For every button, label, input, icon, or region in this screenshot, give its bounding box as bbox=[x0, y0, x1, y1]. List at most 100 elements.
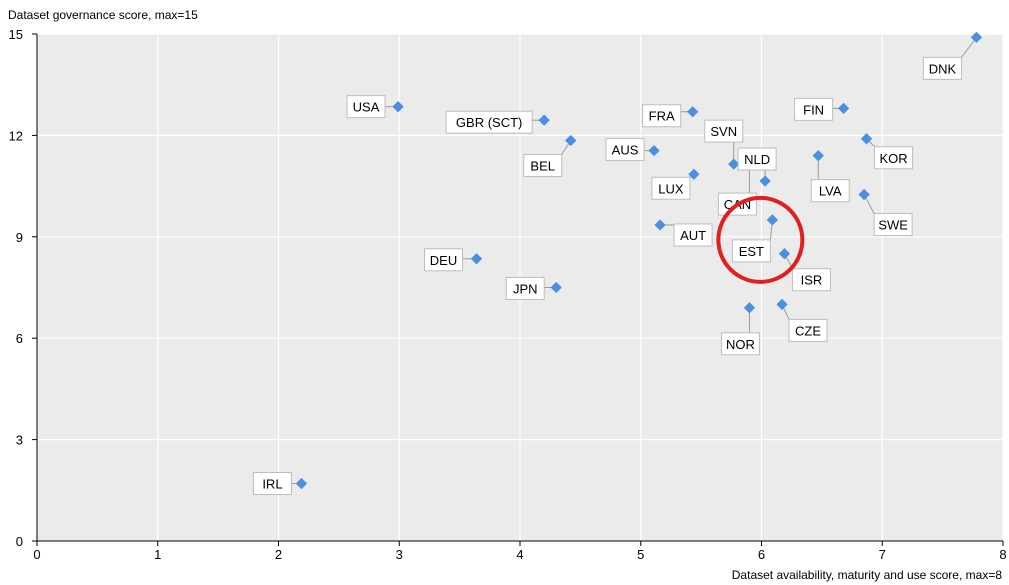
data-point bbox=[970, 31, 983, 44]
point-label: USA bbox=[346, 95, 386, 119]
point-label: NOR bbox=[720, 332, 760, 356]
point-label-text: JPN bbox=[513, 282, 538, 297]
data-point bbox=[766, 214, 779, 226]
point-label: FRA bbox=[642, 104, 682, 128]
point-label-text: DNK bbox=[929, 61, 957, 76]
point-label-box bbox=[605, 138, 645, 162]
x-axis-title: Dataset availability, maturity and use s… bbox=[732, 568, 1003, 582]
point-label-text: FIN bbox=[803, 102, 824, 117]
point-label-box bbox=[642, 104, 682, 128]
y-tick-label: 6 bbox=[16, 331, 23, 346]
point-label-text: CZE bbox=[795, 323, 821, 338]
data-point bbox=[858, 188, 870, 201]
point-label-box bbox=[252, 472, 292, 496]
grid bbox=[37, 33, 1004, 541]
x-tick-label: 7 bbox=[879, 547, 886, 562]
x-tick-label: 0 bbox=[33, 547, 40, 562]
point-label-text: KOR bbox=[879, 151, 907, 166]
point-label: IRL bbox=[252, 472, 292, 496]
point-label: EST bbox=[731, 239, 771, 263]
point-label-text: NOR bbox=[726, 337, 755, 352]
data-point bbox=[743, 302, 756, 314]
point-label-box bbox=[922, 56, 962, 80]
point-label-box bbox=[788, 318, 828, 342]
highlight-circle bbox=[716, 195, 805, 284]
point-label-box bbox=[737, 147, 777, 171]
point-label-text: LVA bbox=[819, 184, 842, 199]
data-point bbox=[860, 133, 873, 145]
point-label-text: GBR (SCT) bbox=[456, 115, 522, 130]
point-label-box bbox=[424, 248, 464, 272]
point-label-text: LUX bbox=[658, 181, 684, 196]
point-label-text: EST bbox=[739, 244, 764, 259]
point-label: SWE bbox=[873, 213, 913, 237]
y-axis-title: Dataset governance score, max=15 bbox=[8, 8, 198, 22]
point-label-box bbox=[704, 119, 744, 143]
leader-line bbox=[961, 37, 977, 58]
y-tick-label: 12 bbox=[9, 128, 23, 143]
point-label-box bbox=[673, 223, 713, 247]
data-point bbox=[565, 134, 577, 147]
point-label: ISR bbox=[791, 268, 831, 292]
data-point bbox=[295, 477, 308, 490]
point-label-text: SVN bbox=[710, 124, 737, 139]
point-label-box bbox=[873, 213, 913, 237]
y-tick-label: 15 bbox=[9, 27, 23, 42]
point-label-box bbox=[505, 277, 545, 300]
point-label-box bbox=[445, 110, 533, 134]
point-label-text: FRA bbox=[649, 109, 675, 124]
data-point bbox=[776, 298, 788, 311]
point-label-box bbox=[874, 146, 914, 170]
point-label-box bbox=[720, 332, 760, 356]
point-label-text: BEL bbox=[530, 158, 555, 173]
point-label: JPN bbox=[505, 277, 545, 300]
point-label: FIN bbox=[794, 97, 834, 121]
highlight bbox=[716, 195, 805, 284]
point-label-box bbox=[810, 179, 850, 203]
point-label-text: DEU bbox=[430, 253, 457, 268]
point-label-box bbox=[346, 95, 386, 119]
point-label-text: ISR bbox=[801, 273, 823, 288]
y-tick-label: 3 bbox=[16, 433, 23, 448]
point-label-box bbox=[794, 97, 834, 121]
y-tick-label: 9 bbox=[16, 230, 23, 245]
x-tick-label: 3 bbox=[396, 547, 403, 562]
point-label: AUS bbox=[605, 138, 645, 162]
point-label-box bbox=[651, 176, 691, 200]
data-point bbox=[759, 175, 771, 187]
data-point bbox=[812, 150, 824, 162]
point-label-text: USA bbox=[353, 100, 380, 115]
x-tick-label: 6 bbox=[758, 547, 765, 562]
data-point bbox=[654, 219, 666, 231]
point-label: DNK bbox=[922, 56, 962, 80]
data-point bbox=[778, 248, 791, 260]
data-point bbox=[648, 144, 660, 157]
x-tick-label: 1 bbox=[154, 547, 161, 562]
x-tick-label: 8 bbox=[999, 547, 1006, 562]
point-label: DEU bbox=[424, 248, 464, 272]
point-label: BEL bbox=[523, 153, 563, 177]
data-point bbox=[550, 281, 562, 294]
point-label-text: AUS bbox=[612, 143, 639, 158]
point-label: LVA bbox=[810, 179, 850, 203]
x-tick-label: 2 bbox=[275, 547, 282, 562]
point-label: CZE bbox=[788, 318, 828, 342]
point-label-box bbox=[731, 239, 771, 263]
point-label: KOR bbox=[874, 146, 914, 170]
point-label-box bbox=[791, 268, 831, 292]
x-tick-label: 4 bbox=[516, 547, 523, 562]
point-label-text: NLD bbox=[744, 152, 770, 167]
point-label-box bbox=[523, 153, 563, 177]
data-point bbox=[728, 158, 740, 170]
y-tick-label: 0 bbox=[16, 534, 23, 549]
point-label-text: SWE bbox=[878, 218, 908, 233]
point-label: SVN bbox=[704, 119, 744, 143]
point-label: GBR (SCT) bbox=[445, 110, 533, 134]
point-label: AUT bbox=[673, 223, 713, 247]
point-label: NLD bbox=[737, 147, 777, 171]
data-point bbox=[688, 168, 700, 180]
point-label: LUX bbox=[651, 176, 691, 200]
point-label-text: IRL bbox=[262, 477, 282, 492]
